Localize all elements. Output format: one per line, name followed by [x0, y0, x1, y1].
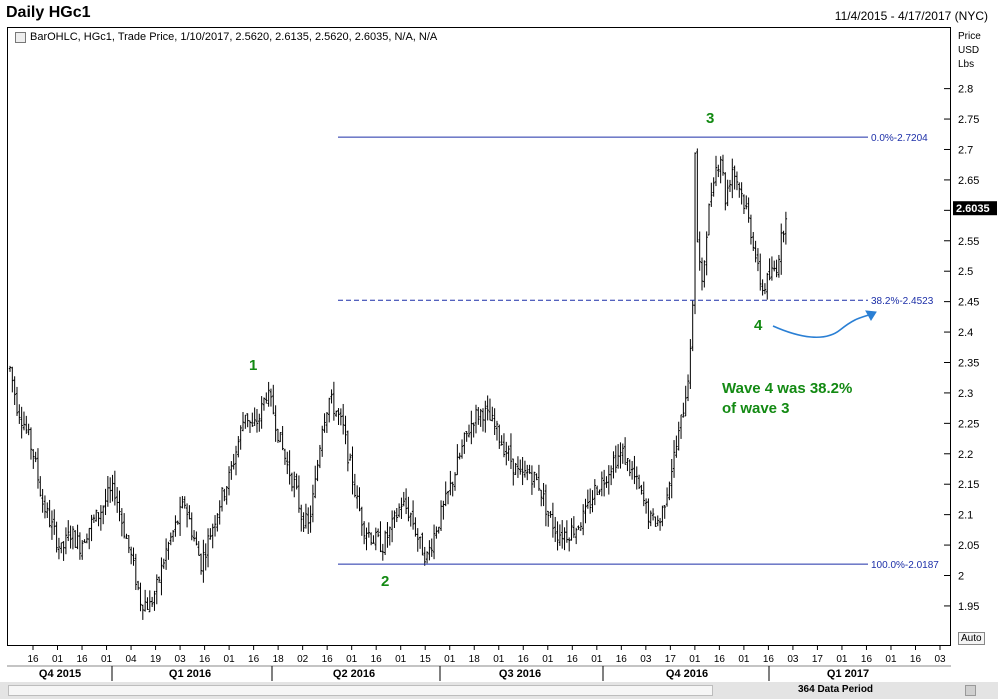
y-tick-label: 2.7 — [958, 144, 973, 156]
y-tick-label: 2.65 — [958, 175, 979, 187]
x-tick-label: 01 — [836, 654, 848, 665]
wave-label: 4 — [754, 317, 763, 334]
x-tick-label: 16 — [616, 654, 628, 665]
x-tick-label: 19 — [150, 654, 162, 665]
x-tick-label: 18 — [273, 654, 285, 665]
scrollbar-thumb[interactable] — [8, 685, 713, 696]
x-tick-label: 01 — [346, 654, 358, 665]
arrow-head-icon — [865, 310, 877, 321]
y-tick-label: 2.75 — [958, 114, 979, 126]
quarter-label: Q1 2017 — [827, 668, 869, 680]
fib-label-bg — [868, 294, 944, 307]
x-tick-label: 01 — [591, 654, 603, 665]
y-tick-label: 2.15 — [958, 479, 979, 491]
fib-label: 38.2%-2.4523 — [871, 296, 934, 307]
wave-label: 3 — [706, 110, 714, 127]
fib-label-bg — [868, 558, 944, 571]
x-tick-label: 16 — [76, 654, 88, 665]
quarter-label: Q2 2016 — [333, 668, 375, 680]
y-tick-label: 2.2 — [958, 449, 973, 461]
x-tick-label: 01 — [444, 654, 456, 665]
fib-label: 100.0%-2.0187 — [871, 560, 939, 571]
y-tick-label: 2.55 — [958, 236, 979, 248]
x-tick-label: 03 — [934, 654, 946, 665]
x-tick-label: 01 — [689, 654, 701, 665]
y-tick-label: 2.35 — [958, 357, 979, 369]
date-range: 11/4/2015 - 4/17/2017 (NYC) — [834, 9, 988, 23]
x-tick-label: 16 — [322, 654, 334, 665]
chart-title: Daily HGc1 — [6, 4, 91, 21]
x-tick-label: 01 — [224, 654, 236, 665]
auto-scale-button[interactable]: Auto — [958, 632, 985, 645]
x-tick-label: 01 — [738, 654, 750, 665]
x-tick-label: 18 — [469, 654, 481, 665]
x-tick-label: 04 — [125, 654, 137, 665]
data-period-label: 364 Data Period — [798, 684, 874, 695]
quarter-label: Q4 2016 — [666, 668, 708, 680]
x-tick-label: 03 — [787, 654, 799, 665]
annotation-line: Wave 4 was 38.2% — [722, 380, 852, 397]
y-tick-label: 2.8 — [958, 84, 973, 96]
x-tick-label: 17 — [812, 654, 824, 665]
y-tick-label: 2.25 — [958, 418, 979, 430]
x-tick-label: 16 — [371, 654, 383, 665]
y-tick-label: 2.3 — [958, 388, 973, 400]
x-tick-label: 17 — [665, 654, 677, 665]
y-tick-label: 2.45 — [958, 297, 979, 309]
x-tick-label: 16 — [518, 654, 530, 665]
x-tick-label: 16 — [714, 654, 726, 665]
x-tick-label: 01 — [101, 654, 113, 665]
annotation-line: of wave 3 — [722, 400, 790, 417]
x-tick-label: 16 — [910, 654, 922, 665]
price-axis-header: Price USD Lbs — [958, 30, 981, 72]
quarter-label: Q4 2015 — [39, 668, 81, 680]
bar-ohlc-icon[interactable] — [15, 32, 26, 43]
x-tick-label: 03 — [175, 654, 187, 665]
x-tick-label: 01 — [493, 654, 505, 665]
x-tick-label: 16 — [567, 654, 579, 665]
x-tick-label: 16 — [27, 654, 39, 665]
x-tick-label: 01 — [885, 654, 897, 665]
x-tick-label: 01 — [395, 654, 407, 665]
quarter-label: Q1 2016 — [169, 668, 211, 680]
price-label: Price — [958, 31, 981, 42]
fib-label: 0.0%-2.7204 — [871, 133, 928, 144]
y-tick-label: 2.1 — [958, 510, 973, 522]
y-tick-label: 2.05 — [958, 540, 979, 552]
x-tick-label: 01 — [52, 654, 64, 665]
unit-label: Lbs — [958, 59, 975, 70]
y-tick-label: 2.5 — [958, 266, 973, 278]
x-tick-label: 01 — [542, 654, 554, 665]
wave-label: 1 — [249, 357, 257, 374]
currency-label: USD — [958, 45, 980, 56]
arrow-curve — [772, 313, 873, 339]
x-tick-label: 03 — [640, 654, 652, 665]
y-tick-label: 1.95 — [958, 601, 979, 613]
x-tick-label: 16 — [248, 654, 260, 665]
plot-area[interactable] — [7, 27, 951, 646]
x-tick-label: 16 — [763, 654, 775, 665]
scroll-right-handle[interactable] — [965, 685, 976, 696]
wave-label: 2 — [381, 573, 389, 590]
fib-label-bg — [868, 131, 944, 144]
x-tick-label: 16 — [861, 654, 873, 665]
series-legend: BarOHLC, HGc1, Trade Price, 1/10/2017, 2… — [30, 31, 438, 43]
last-price-marker — [953, 201, 997, 216]
y-tick-label: 2.4 — [958, 327, 973, 339]
x-tick-label: 02 — [297, 654, 309, 665]
quarter-label: Q3 2016 — [499, 668, 541, 680]
x-tick-label: 15 — [420, 654, 432, 665]
y-tick-label: 2 — [958, 571, 964, 583]
last-price-label: 2.6035 — [956, 203, 990, 215]
x-tick-label: 16 — [199, 654, 211, 665]
